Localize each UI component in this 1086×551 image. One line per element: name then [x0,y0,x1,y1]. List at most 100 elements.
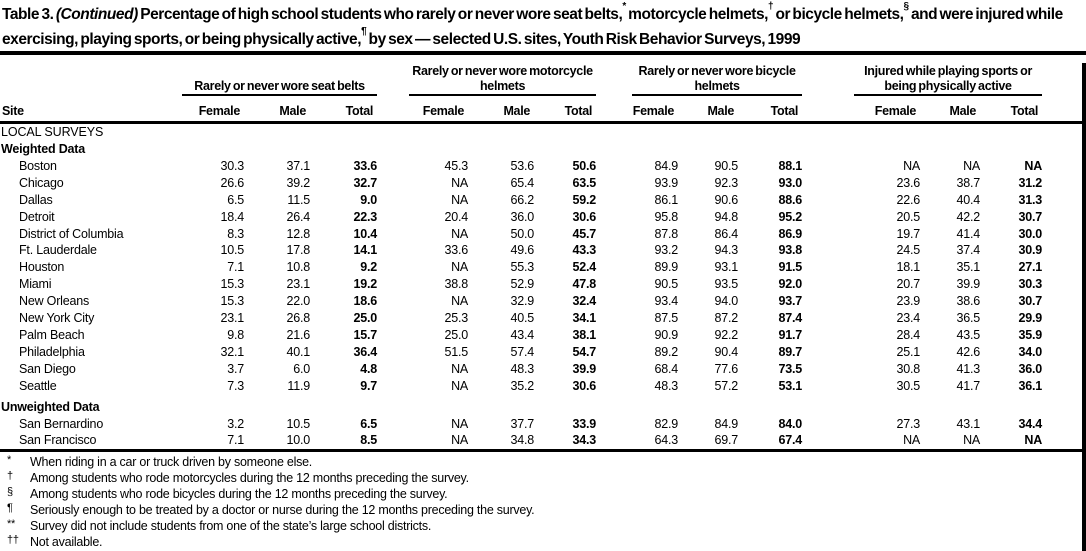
site-cell: New Orleans [19,294,90,309]
value-cell: 47.8 [572,277,597,292]
column-gap [1042,242,1086,259]
value-cell: 73.5 [778,361,803,376]
table-continued-label: (Continued) [55,6,138,24]
column-gap [377,378,409,395]
column-gap [802,416,854,433]
footnote-text: Seriously enough to be treated by a doct… [30,503,535,518]
site-cell: Boston [19,158,57,173]
column-gap [1042,209,1086,226]
footnote-text: Survey did not include students from one… [30,519,432,534]
value-cell: NA [1024,158,1043,173]
value-cell: 48.3 [654,378,679,393]
column-gap [1042,175,1086,192]
footnote-marker: * [7,454,12,467]
value-cell: NA [451,260,469,275]
col-header-male: Male [244,95,310,125]
table-row: San Bernardino 3.2 10.5 6.5 NA 37.7 33.9 82.9 84… [0,416,1086,433]
column-gap [1042,310,1086,327]
value-cell: 87.5 [654,311,679,326]
value-cell: 86.4 [714,226,739,241]
column-gap [1042,361,1086,378]
value-cell: 90.5 [654,277,679,292]
column-gap [1042,226,1086,243]
col-header-total: Total [980,95,1043,125]
value-cell: 55.3 [510,260,535,275]
value-cell: 30.6 [572,378,597,393]
column-gap [1042,416,1086,433]
value-cell: 15.3 [220,277,244,292]
value-cell: 27.1 [1018,260,1043,275]
footnote-text: When riding in a car or truck driven by … [30,455,313,470]
value-cell: 33.6 [444,243,469,258]
value-cell: 36.1 [1018,378,1043,393]
value-cell: 34.3 [572,433,597,448]
column-gap [596,55,633,125]
site-cell: New York City [19,311,95,326]
value-cell: 20.7 [896,277,921,292]
value-cell: 30.0 [1018,226,1043,241]
value-cell: 23.1 [286,277,310,292]
column-gap [596,209,632,226]
value-cell: 10.8 [286,260,310,275]
footnote: * When riding in a car or truck driven by… [7,454,1086,471]
value-cell: 36.4 [353,344,378,359]
table-row: LOCAL SURVEYS [0,123,1086,141]
footnote-marker: †† [7,534,19,547]
column-gap [1042,259,1086,276]
value-cell: 25.3 [444,311,469,326]
value-cell: 30.3 [220,158,244,173]
value-cell: 31.2 [1018,175,1043,190]
column-gap [377,361,409,378]
value-cell: 18.1 [896,260,921,275]
value-cell: 35.9 [1018,328,1043,342]
footnote-marker: † [7,470,13,483]
value-cell: 18.6 [353,294,378,309]
column-gap [802,378,854,395]
table-number: Table 3. [2,6,54,24]
table-bottom-rule [0,449,1086,453]
value-cell: 54.7 [572,344,597,359]
page-edge-line [1082,63,1086,551]
value-cell: 94.8 [714,209,739,224]
value-cell: NA [451,378,469,393]
table-row: Ft. Lauderdale 10.5 17.8 14.1 33.6 49.6 43.3 93… [0,242,1086,259]
table-body: LOCAL SURVEYS Weighted Data Boston 30.3 37.1… [0,123,1086,450]
value-cell: 7.1 [227,433,244,448]
sub-header-row: Female Male Total Female Male Total Fema… [0,95,1086,125]
value-cell: 32.1 [220,344,244,359]
value-cell: NA [903,433,921,448]
column-gap [377,259,409,276]
column-gap [1042,344,1086,361]
section-header-label: LOCAL SURVEYS [1,125,104,140]
value-cell: 23.4 [896,311,921,326]
footnote-marker: ¶ [7,502,13,515]
value-cell: 22.0 [286,294,310,309]
value-cell: 90.6 [714,192,739,207]
column-gap [377,432,409,449]
column-gap [596,378,632,395]
column-gap [802,175,854,192]
value-cell: 87.8 [654,226,679,241]
col-header-female: Female [409,95,469,125]
column-gap [802,276,854,293]
column-gap [596,226,632,243]
value-cell: 49.6 [510,243,535,258]
footnote-marker: § [7,486,13,499]
value-cell: 10.0 [286,433,310,448]
col-header-female: Female [182,95,244,125]
col-header-total: Total [738,95,803,125]
value-cell: 43.4 [510,328,535,342]
column-gap [596,310,632,327]
table-row: Houston 7.1 10.8 9.2 NA 55.3 52.4 89.9 93.1 91.5 1… [0,259,1086,276]
value-cell: 23.1 [220,311,244,326]
value-cell: 30.9 [1018,243,1043,258]
value-cell: 34.0 [1018,344,1043,359]
value-cell: 36.0 [510,209,535,224]
value-cell: 64.3 [654,433,679,448]
value-cell: 18.4 [220,209,244,224]
value-cell: 9.0 [360,192,378,207]
value-cell: 32.9 [510,294,535,309]
value-cell: 32.4 [572,294,597,309]
value-cell: NA [451,416,469,431]
column-gap [802,310,854,327]
